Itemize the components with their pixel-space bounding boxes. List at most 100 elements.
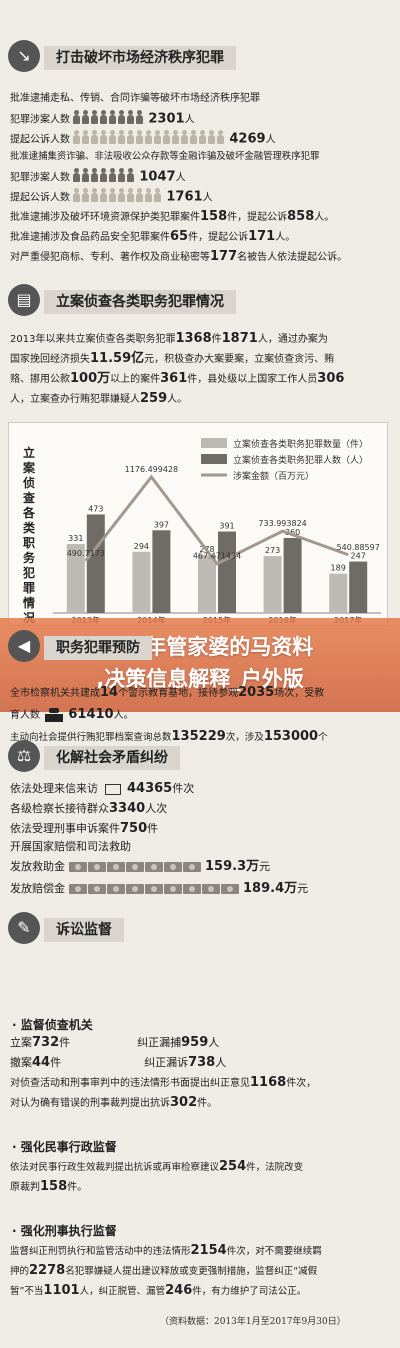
text: 各级检察长接待群众 [10, 802, 109, 815]
podium-icon [43, 708, 65, 722]
value: 3340 [109, 801, 146, 816]
value: 1101 [43, 1283, 80, 1298]
bar-count-label: 331 [68, 534, 83, 543]
value: 2035 [238, 685, 275, 700]
label: 犯罪涉案人数 [10, 114, 70, 126]
value: 11.59亿 [90, 351, 145, 366]
y-axis-label-char: 犯 [22, 565, 35, 580]
chart-down-icon: ↘ [8, 40, 40, 72]
bar-people-label: 360 [285, 528, 300, 537]
text: 次，涉及 [225, 732, 264, 743]
value: 4269 [229, 131, 266, 147]
bar-count-label: 273 [265, 546, 280, 555]
money-icon-row [68, 860, 202, 873]
value: 44 [32, 1055, 51, 1070]
text: 件次，对不需要继续羁 [226, 1246, 322, 1257]
y-axis-label-char: 立 [23, 445, 35, 460]
value: 159.3万 [205, 859, 260, 874]
duty-crime-chart: 立案侦查各类职务犯罪情况立案侦查各类职务犯罪数量（件）立案侦查各类职务犯罪人数（… [8, 422, 388, 626]
s4-line-3: 依法受理刑事申诉案件750件 [10, 822, 392, 836]
text: 监督纠正刑罚执行和监管活动中的违法情形 [10, 1246, 191, 1257]
s1-line-9: 对严重侵犯商标、专利、著作权及商业秘密等177名被告人依法提起公诉。 [10, 250, 392, 265]
s1-line-8: 批准逮捕涉及食品药品安全犯罪案件65件，提起公诉171人。 [10, 230, 392, 245]
text: 人 [208, 1036, 220, 1049]
value: 14 [100, 685, 119, 700]
value: 1761 [166, 189, 203, 205]
text: 元，积极查办大案要案，立案侦查贪污、贿 [144, 354, 335, 365]
s1-line-3: 提起公诉人数 4269人 [10, 130, 392, 149]
bar-count [132, 551, 151, 613]
text: 件。 [197, 1098, 218, 1109]
text: 主动向社会提供行贿犯罪档案查询总数 [10, 732, 172, 743]
y-axis-label-char: 类 [23, 520, 36, 535]
bar-count [263, 556, 282, 613]
s4-line-2: 各级检察长接待群众3340人次 [10, 802, 392, 816]
text: 件 [147, 822, 159, 835]
value: 2278 [29, 1263, 66, 1278]
value: 858 [287, 209, 315, 224]
value: 189.4万 [243, 881, 298, 896]
value: 361 [160, 371, 188, 386]
people-icon-row [73, 110, 145, 129]
section-title: 诉讼监督 [44, 918, 124, 942]
y-axis-label-char: 侦 [22, 475, 35, 490]
value: 135229 [171, 729, 226, 744]
text: 批准逮捕涉及破坏环境资源保护类犯罪案件 [10, 212, 200, 223]
text: 人。 [113, 710, 134, 721]
value: 1168 [250, 1075, 287, 1090]
text: 人 [215, 1056, 227, 1069]
people-icon-row [73, 168, 136, 187]
legend-swatch [201, 438, 227, 448]
value: 158 [200, 209, 228, 224]
text: 件次， [286, 1078, 317, 1089]
text: 依法受理刑事申诉案件 [10, 822, 120, 835]
section-header-duty-crime: ▤ 立案侦查各类职务犯罪情况 [8, 284, 268, 324]
unit: 人 [184, 114, 195, 126]
s2-paragraph-line-2: 国家挽回经济损失11.59亿元，积极查办大案要案，立案侦查贪污、贿 [10, 352, 392, 367]
s4-line-4: 开展国家赔偿和司法救助 [10, 840, 131, 853]
s3-line-3: 主动向社会提供行贿犯罪档案查询总数135229次，涉及153000个 [10, 730, 392, 745]
section-title: 立案侦查各类职务犯罪情况 [44, 290, 236, 314]
legend-label: 立案侦查各类职务犯罪数量（件） [233, 438, 368, 450]
section-title: 职务犯罪预防 [44, 636, 152, 660]
value: 100万 [70, 371, 111, 386]
data-source-note: （资料数据：2013年1月至2017年9月30日） [160, 1317, 346, 1327]
text: 名被告人依法提起公诉。 [237, 252, 348, 263]
s5-para-5: 监督纠正刑罚执行和监管活动中的违法情形2154件次，对不需要继续羁 [10, 1244, 392, 1259]
bar-people [152, 530, 171, 613]
people-icon-row [73, 188, 163, 207]
amount-line [84, 474, 349, 566]
bar-count [329, 573, 348, 613]
value: 306 [317, 371, 345, 386]
s5-para-1: 对侦查活动和刑事审判中的违法情形书面提出纠正意见1168件次， [10, 1076, 392, 1091]
text: 发放救助金 [10, 860, 65, 873]
text: 国家挽回经济损失 [10, 354, 90, 365]
y-axis-label-char: 职 [23, 536, 35, 550]
bar-people-label: 247 [351, 552, 366, 561]
text: 押的 [10, 1266, 30, 1277]
value: 246 [165, 1283, 193, 1298]
y-axis-label-char: 罪 [23, 581, 35, 595]
value: 738 [188, 1055, 216, 1070]
document-seal-icon: ✎ [8, 912, 40, 944]
subheading-investigation: · 监督侦查机关 [12, 1018, 93, 1032]
s1-line-6: 提起公诉人数 1761人 [10, 188, 392, 207]
subheading-civil: · 强化民事行政监督 [12, 1140, 117, 1154]
s5-row-1: 立案732件 纠正漏捕959人 [10, 1036, 392, 1050]
s2-paragraph-line-1: 2013年以来共立案侦查各类职务犯罪1368件1871人，通过办案为 [10, 332, 392, 347]
text: 批准逮捕涉及食品药品安全犯罪案件 [10, 232, 170, 243]
value: 959 [181, 1035, 209, 1050]
s5-para-6: 押的2278名犯罪嫌疑人提出建议释放或变更强制措施，监督纠正“减假 [10, 1264, 392, 1279]
amount-point-label: 467.471434 [193, 552, 241, 561]
text: 人，纠正脱管、漏管 [79, 1286, 166, 1297]
bar-people-label: 391 [219, 522, 234, 531]
document-icon: ▤ [8, 284, 40, 316]
s5-para-2: 对认为确有错误的刑事裁判提出抗诉302件。 [10, 1096, 392, 1111]
bar-count [198, 555, 216, 613]
section-title: 打击破坏市场经济秩序犯罪 [44, 46, 236, 70]
text: 依法处理来信来访 [10, 782, 98, 795]
text: 暂”不当 [10, 1286, 44, 1297]
people-icon-row [73, 130, 226, 149]
text: 场次，受教 [274, 688, 325, 699]
s4-line-5: 发放救助金 159.3万元 [10, 860, 392, 874]
